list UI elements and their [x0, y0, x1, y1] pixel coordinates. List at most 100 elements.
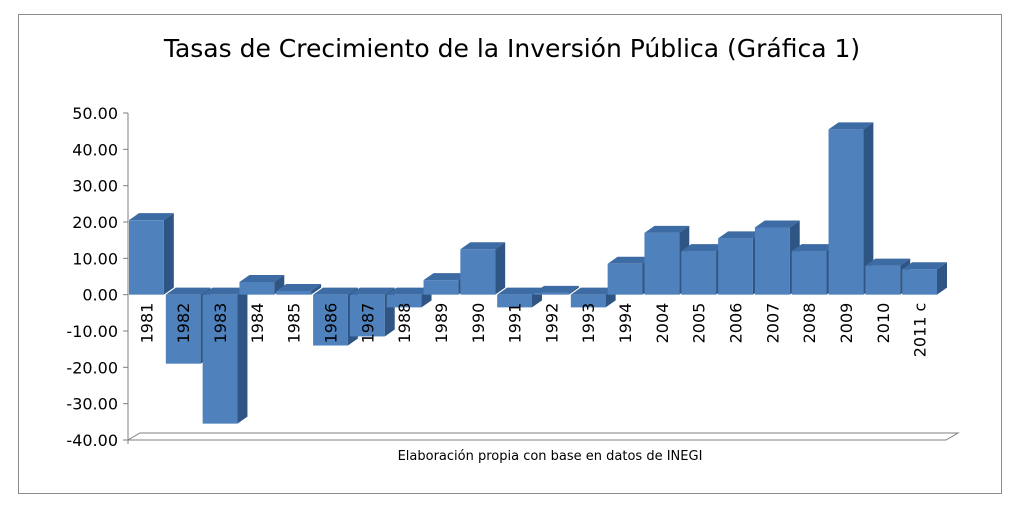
y-axis-ticks: 50.00 40.00 30.00 20.00 10.00 0.00 -10.00 -20.0… [66, 104, 118, 450]
bar-front [754, 227, 790, 295]
y-tick-label: -20.00 [66, 358, 118, 377]
y-tick-label: 40.00 [72, 140, 118, 159]
bar-side [495, 242, 506, 295]
x-tick-label: 2007 [763, 303, 782, 344]
y-tick-label: -10.00 [66, 322, 118, 341]
bar-side [863, 122, 874, 295]
y-tick-label: -30.00 [66, 395, 118, 414]
x-tick-label: 1988 [395, 303, 414, 344]
x-tick-label: 1984 [248, 303, 267, 344]
bar-top [313, 287, 358, 295]
bar-front [276, 291, 312, 295]
bar-top [239, 274, 285, 282]
bar-front [791, 251, 827, 295]
x-tick-label: 2006 [727, 303, 746, 344]
bar-front [313, 294, 348, 346]
bar-front [865, 265, 901, 295]
chart-axes [123, 112, 960, 444]
bar-top [129, 213, 174, 221]
bar-front [239, 281, 275, 295]
chart-title: Tasas de Crecimiento de la Inversión Púb… [163, 34, 861, 63]
bar-front [423, 280, 459, 295]
x-tick-label: 2004 [653, 303, 672, 344]
x-tick-label: 1981 [137, 303, 156, 344]
bar-side [937, 262, 947, 295]
x-tick-label: 2008 [800, 303, 819, 344]
bar-top [349, 287, 395, 295]
bar-front [534, 292, 569, 295]
bar-side [237, 287, 248, 424]
bar-front [644, 232, 680, 295]
bar-top [165, 287, 211, 295]
bar [534, 285, 579, 295]
x-tick-label: 1986 [322, 303, 341, 344]
chart-subtitle: Elaboración propia con base en datos de … [397, 449, 703, 464]
bar-top [386, 287, 432, 295]
chart-floor [126, 432, 960, 441]
bar-front [460, 249, 496, 295]
bar-front [386, 294, 422, 308]
bar [460, 242, 506, 295]
bar-front [902, 269, 937, 295]
bar-top [791, 244, 837, 252]
bar-top [497, 287, 542, 295]
bar [239, 274, 285, 295]
bar-front [607, 263, 643, 295]
bar [129, 213, 174, 295]
x-tick-label: 1991 [506, 303, 525, 344]
bar-front [681, 251, 717, 295]
bar [276, 284, 322, 295]
x-tick-label: 1990 [469, 303, 488, 344]
bar-front [718, 238, 753, 295]
bar-top [828, 122, 874, 130]
bar-top [570, 287, 616, 295]
x-tick-label: 1987 [358, 303, 377, 344]
bar-top [865, 258, 911, 266]
x-tick-label: 1982 [174, 303, 193, 344]
bar-front [165, 294, 201, 364]
bar [902, 262, 947, 295]
bar-top [202, 287, 248, 295]
bar-front [129, 220, 164, 295]
y-tick-label: -40.00 [66, 431, 118, 450]
x-tick-label: 1994 [616, 303, 635, 344]
bar-front [828, 129, 864, 295]
bar-top [644, 225, 690, 233]
bar-top [423, 273, 469, 281]
bar [828, 122, 874, 295]
bar-top [534, 285, 579, 293]
bar-top [460, 242, 506, 250]
x-tick-label: 2010 [874, 303, 893, 344]
x-tick-label: 2011 c [911, 303, 930, 358]
bar-side [163, 213, 174, 295]
y-tick-label: 30.00 [72, 177, 118, 196]
x-tick-label: 2005 [690, 303, 709, 344]
bar-top [902, 262, 947, 270]
y-tick-label: 50.00 [72, 104, 118, 123]
bar-front [202, 294, 238, 424]
bar-front [570, 294, 606, 308]
x-tick-label: 1985 [285, 303, 304, 344]
y-tick-label: 0.00 [82, 286, 118, 305]
bar [202, 287, 248, 424]
chart-bars [129, 122, 947, 424]
bar-side [568, 285, 579, 295]
bar-top [276, 284, 322, 292]
bar-front [349, 294, 385, 337]
x-tick-label: 1993 [579, 303, 598, 344]
bar-side [274, 274, 285, 295]
x-tick-label: 2009 [837, 303, 856, 344]
bar-side [311, 284, 322, 295]
x-tick-label: 1989 [432, 303, 451, 344]
bar-top [681, 244, 727, 252]
y-tick-label: 20.00 [72, 213, 118, 232]
x-tick-label: 1983 [211, 303, 230, 344]
bar-front [497, 294, 532, 308]
x-axis-ticks: 1981 1982 1983 1984 1985 1986 1987 1988 1989 1990… [137, 303, 929, 358]
y-tick-label: 10.00 [72, 249, 118, 268]
bar-top [718, 231, 763, 239]
bar-top [607, 256, 653, 264]
bar-top [754, 220, 800, 228]
x-tick-label: 1992 [542, 303, 561, 344]
